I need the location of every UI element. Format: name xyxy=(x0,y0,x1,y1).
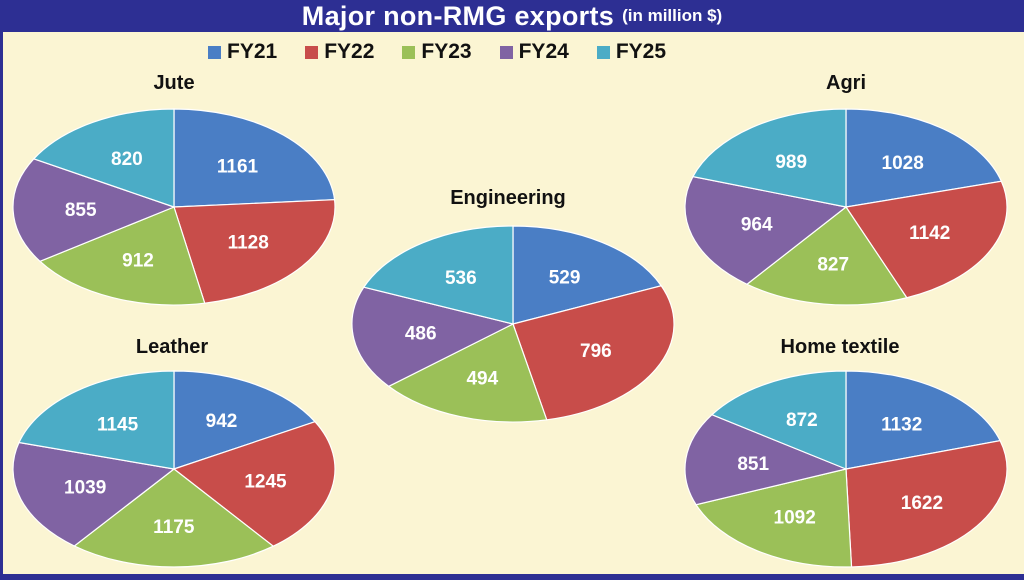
legend-label: FY24 xyxy=(518,40,569,63)
legend-item-fy22: FY22 xyxy=(305,40,374,64)
pie-data-label: 912 xyxy=(122,251,154,272)
pie-slice-fy25 xyxy=(710,370,847,470)
pie-home-textile: Home textile 1132 1622 1092 851 872 xyxy=(684,336,1008,568)
pie-slice-fy24 xyxy=(684,175,848,285)
pie-data-label: 1622 xyxy=(901,493,943,514)
left-border xyxy=(0,32,3,574)
pie-slice-fy21 xyxy=(512,225,663,325)
pie-slice-fy23 xyxy=(38,206,206,306)
pie-slice-fy21 xyxy=(173,108,336,208)
pie-data-label: 1128 xyxy=(228,233,269,254)
legend-swatch xyxy=(402,45,416,59)
pie-leather: Leather 942 1245 1175 1039 1145 xyxy=(12,336,336,568)
pie-slice-fy22 xyxy=(844,180,1008,299)
legend-item-fy23: FY23 xyxy=(402,40,472,64)
pie-slice-fy24 xyxy=(684,414,848,506)
legend-label: FY23 xyxy=(421,40,472,63)
pie-data-label: 1245 xyxy=(244,471,287,492)
pie-slice-fy23 xyxy=(387,323,548,423)
legend-label: FY25 xyxy=(615,40,667,63)
pie-data-label: 1132 xyxy=(881,414,922,435)
pie-data-label: 1145 xyxy=(97,415,139,436)
legend-item-fy24: FY24 xyxy=(499,40,569,64)
pie-data-label: 942 xyxy=(206,411,238,432)
pie-slice-fy24 xyxy=(12,441,176,547)
pie-slice-fy24 xyxy=(12,158,176,263)
pie-data-label: 796 xyxy=(580,341,612,362)
pie-agri: Agri 1028 1142 827 964 989 xyxy=(684,72,1008,306)
pie-data-label: 1161 xyxy=(217,156,259,177)
pie-slice-fy23 xyxy=(695,468,853,568)
legend-item-fy21: FY21 xyxy=(208,40,277,64)
pie-slice-fy23 xyxy=(73,468,275,568)
pie-slice-fy22 xyxy=(172,421,336,547)
pie-data-label: 1142 xyxy=(909,223,950,244)
pie-title: Home textile xyxy=(781,336,900,358)
pie-title: Engineering xyxy=(450,187,566,209)
pie-data-label: 872 xyxy=(786,410,818,431)
legend-swatch xyxy=(596,45,610,59)
pie-data-label: 494 xyxy=(466,369,498,390)
legend-swatch xyxy=(208,45,221,59)
pie-data-label: 1092 xyxy=(774,508,816,529)
title-bar: Major non-RMG exports (in million $) xyxy=(0,0,1024,32)
pie-slice-fy25 xyxy=(18,370,175,470)
pie-data-label: 536 xyxy=(445,268,477,289)
pie-slice-fy21 xyxy=(845,108,1003,208)
pie-slice-fy25 xyxy=(692,108,847,208)
pie-data-label: 1039 xyxy=(64,478,106,499)
pie-slice-fy24 xyxy=(351,286,515,388)
pie-data-label: 820 xyxy=(111,149,143,170)
legend-swatch xyxy=(499,45,513,59)
pie-title: Leather xyxy=(136,336,208,358)
pie-slice-fy21 xyxy=(845,370,1002,470)
pie-data-label: 1175 xyxy=(153,517,195,538)
pie-slice-fy25 xyxy=(362,225,514,325)
pie-data-label: 989 xyxy=(775,152,807,173)
bottom-border xyxy=(0,574,1024,580)
pie-slice-fy22 xyxy=(512,285,675,421)
pie-slice-fy25 xyxy=(32,108,175,208)
legend: FY21 FY22 FY23 FY24 FY25 xyxy=(208,40,694,64)
pie-slice-fy22 xyxy=(173,199,336,304)
pie-data-label: 964 xyxy=(741,215,773,236)
legend-item-fy25: FY25 xyxy=(596,40,667,64)
pie-data-label: 851 xyxy=(737,454,769,475)
pie-slice-fy22 xyxy=(845,439,1008,568)
pie-data-label: 529 xyxy=(549,268,581,289)
legend-label: FY21 xyxy=(227,40,278,63)
pie-data-label: 1028 xyxy=(882,153,924,174)
pie-jute: Jute 1161 1128 912 855 820 xyxy=(12,72,336,306)
pie-data-label: 855 xyxy=(65,200,97,221)
chart-subtitle: (in million $) xyxy=(622,6,723,25)
pie-title: Jute xyxy=(153,72,194,94)
legend-label: FY22 xyxy=(324,40,375,63)
pie-engineering: Engineering 529 796 494 486 536 xyxy=(351,187,675,423)
pie-data-label: 486 xyxy=(405,324,437,345)
chart-title: Major non-RMG exports xyxy=(301,0,615,31)
pie-slice-fy21 xyxy=(173,370,317,470)
pie-title: Agri xyxy=(826,72,866,94)
pie-data-label: 827 xyxy=(817,254,849,275)
legend-swatch xyxy=(305,45,319,59)
pie-slice-fy23 xyxy=(745,206,908,306)
